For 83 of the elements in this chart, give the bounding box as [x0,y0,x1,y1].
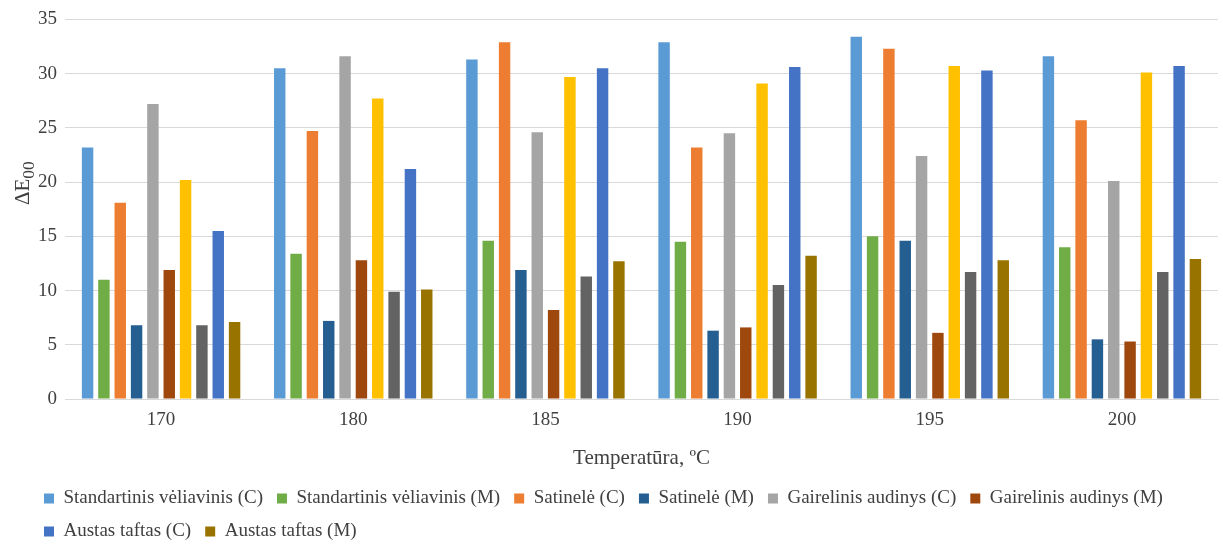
bar [1140,72,1153,399]
bar [932,332,944,399]
bar [515,269,527,399]
bar [1157,272,1169,399]
bar [498,42,511,399]
x-tick-label: 170 [146,408,176,430]
bar [531,132,543,399]
y-tick-label: 10 [38,278,57,300]
bar [290,253,302,399]
bar [388,291,400,399]
bar [98,279,110,399]
bar [964,272,977,399]
bar [1091,339,1104,399]
bar [613,261,625,399]
y-tick-label: 15 [38,224,57,246]
legend-label: Satinelė (M) [658,486,754,509]
bar [580,276,592,399]
bar [482,240,494,399]
bar [1108,181,1120,399]
bar [596,68,609,399]
legend-label: Standartinis vėliavinis (C) [63,486,263,509]
bar [466,59,478,399]
bar [674,241,687,399]
legend-label: Gairelinis audinys (M) [989,486,1163,509]
y-tick-label: 0 [47,386,57,408]
bar [163,269,175,399]
bar [691,147,703,399]
bar [658,42,670,399]
x-axis-title: Temperatūra, ºC [573,444,710,469]
legend-label: Standartinis vėliavinis (M) [296,486,501,509]
bar [1124,341,1136,399]
bar [421,289,433,399]
y-tick-label: 5 [47,332,57,354]
bar [339,56,351,399]
bar [564,76,576,399]
bar [404,169,417,399]
bar [81,147,94,399]
bar [1059,247,1071,399]
bar [866,236,879,399]
bar [130,325,143,399]
bar [1189,259,1202,399]
x-tick-label: 190 [723,408,752,430]
bar [306,131,319,399]
bar [789,67,801,399]
bar [212,230,224,399]
legend-label: Austas taftas (C) [63,519,192,542]
bar [114,202,126,399]
legend-label: Austas taftas (M) [224,519,357,542]
bar [997,260,1009,399]
bar [228,322,241,399]
bar [915,156,928,399]
bar [355,260,368,399]
y-tick-label: 30 [38,61,57,83]
y-tick-label: 35 [38,7,57,29]
bar [805,255,817,399]
x-tick-label: 200 [1107,408,1137,430]
y-tick-label: 20 [38,170,57,192]
bar [981,70,993,399]
bar [850,36,862,399]
bar [883,48,895,399]
bar [547,310,560,399]
bar [1075,120,1087,399]
x-tick-label: 185 [531,408,560,430]
bar [723,133,736,399]
x-tick-label: 195 [915,408,944,430]
bar [1042,56,1055,399]
bar [1173,66,1185,399]
bar [372,98,384,399]
bar [147,104,159,399]
bar [196,325,208,399]
bar [707,330,719,399]
y-tick-label: 25 [38,115,57,137]
bar [323,320,335,399]
bar [948,66,960,399]
bar [740,327,752,399]
bar [179,179,192,399]
bar [274,68,286,399]
legend-label: Gairelinis audinys (C) [787,486,957,509]
legend-label: Satinelė (C) [533,486,625,509]
x-tick-label: 180 [339,408,368,430]
bar [899,240,911,399]
bar [772,285,785,399]
bar [756,83,768,399]
